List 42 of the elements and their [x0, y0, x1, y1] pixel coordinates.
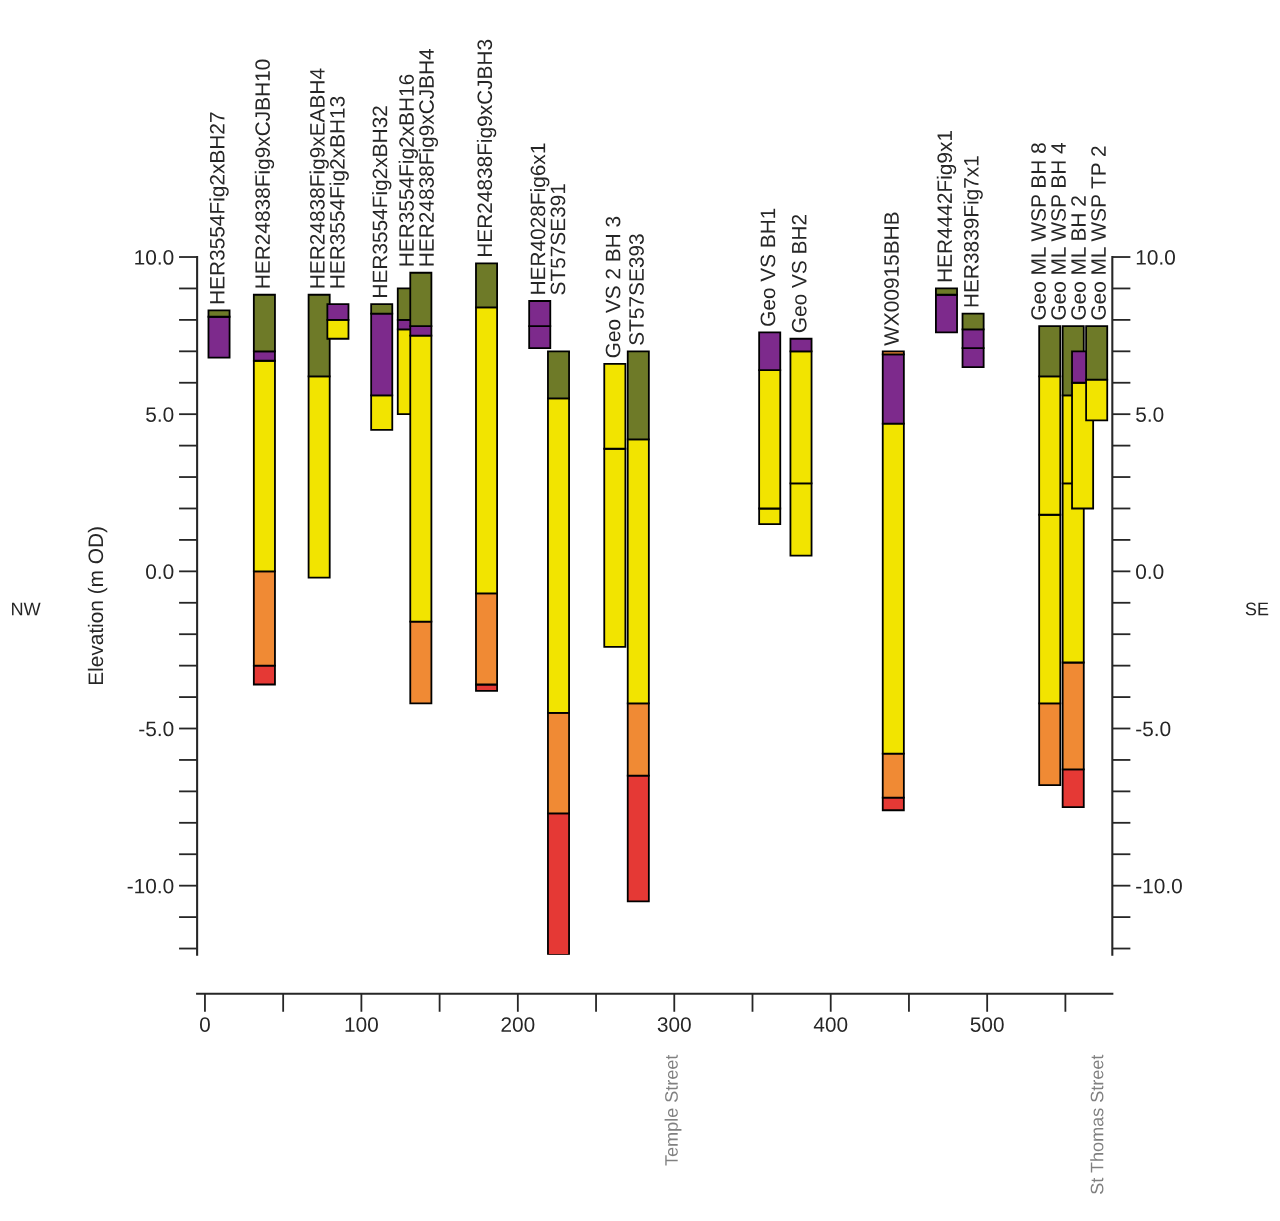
y-tick-label: 10.0	[135, 250, 174, 265]
annotation: Geo VS 2 BH 3	[605, 216, 621, 358]
annotation: Geo ML BH 2	[1071, 196, 1086, 320]
annotation: HER24838Fig9xCJBH4	[418, 48, 439, 266]
annotation: HER24838Fig9xCJBH10	[254, 59, 275, 288]
y2-tick-label: 5.0	[1136, 407, 1164, 422]
annotation: HER3554Fig2xBH32	[372, 106, 392, 297]
x-tick-label: 200	[501, 1017, 535, 1032]
annotation: HER24838Fig9xCJBH3	[476, 39, 497, 257]
annotation: HER3839Fig7x1	[963, 156, 983, 307]
y-tick-label: -5.0	[139, 721, 174, 737]
text: NW	[12, 602, 41, 616]
annotation: Geo ML WSP BH 4	[1051, 142, 1066, 320]
annotation: ST57SE393	[629, 234, 644, 345]
y-tick-label: 5.0	[146, 407, 174, 422]
x-tick-label: 0	[199, 1017, 210, 1032]
annotation: Geo ML WSP BH 8	[1031, 143, 1046, 320]
annotation: Geo VS BH1	[760, 208, 776, 326]
annotation: HER3554Fig2xBH16	[398, 74, 419, 266]
y2-tick-label: 10.0	[1136, 250, 1175, 265]
annotation: ST57SE391	[550, 184, 566, 295]
y2-tick-label: -10.0	[1136, 878, 1182, 894]
annotation: HER3554Fig2xBH13	[329, 96, 349, 288]
y2-tick-label: 0.0	[1136, 564, 1164, 580]
y-tick-label: 0.0	[146, 564, 174, 580]
annotation: Geo ML WSP TP 2	[1091, 146, 1106, 320]
annotation: HER24838Fig9xEABH4	[309, 68, 329, 288]
text: SE	[1245, 602, 1269, 616]
text: Temple Street	[664, 1054, 682, 1166]
annotation: HER4442Fig9x1	[936, 131, 957, 282]
annotation: WX00915BHB	[884, 212, 899, 346]
x-tick-label: 500	[970, 1017, 1004, 1032]
annotation: HER4028Fig6x1	[530, 143, 550, 294]
y2-tick-label: -5.0	[1136, 721, 1171, 737]
text: St Thomas Street	[1090, 1054, 1104, 1194]
y-tick-label: -10.0	[127, 878, 174, 894]
y-axis-title: Elevation (m OD)	[87, 527, 108, 685]
x-tick-label: 400	[813, 1017, 848, 1032]
x-tick-label: 100	[345, 1017, 378, 1032]
x-tick-label: 300	[657, 1017, 691, 1032]
annotation: HER3554Fig2xBH27	[209, 112, 229, 304]
annotation: Geo VS BH2	[791, 214, 807, 333]
